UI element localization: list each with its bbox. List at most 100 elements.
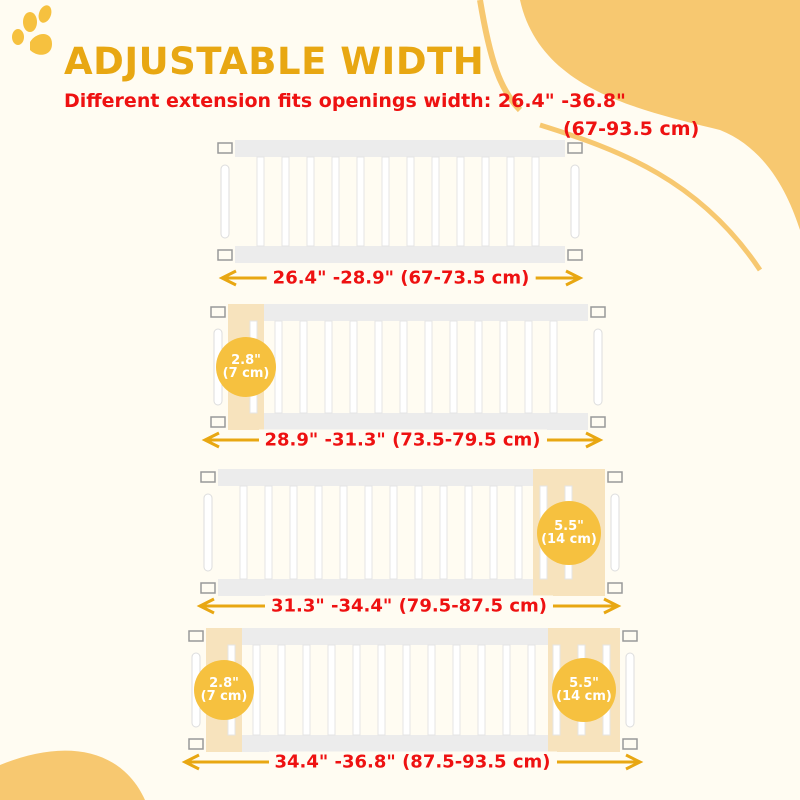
pressure-mount [217,142,233,154]
gate-bar [264,485,273,580]
pressure-mount [590,306,606,318]
arrow-left-icon [201,431,220,449]
width-range-label: 31.3" -34.4" (79.5-87.5 cm) [264,595,554,617]
gate-bar [477,644,486,736]
arrow-right-icon [625,753,644,771]
pressure-mount [607,582,623,594]
gate-bar [489,485,498,580]
gate-bar [324,320,333,414]
wall-cup-pad [610,493,620,572]
extension-size-inches: 5.5" [554,518,584,534]
arrow-left-icon [218,269,237,287]
gate-bar [439,485,448,580]
width-range-label: 28.9" -31.3" (73.5-79.5 cm) [258,429,547,451]
paw-print-icon [12,5,52,55]
gate-bar [239,485,248,580]
gate-bar [499,320,508,414]
extension-size-cm: (7 cm) [222,366,270,381]
extension-size-cm: (7 cm) [200,689,248,704]
extension-size-badge: 5.5" (14 cm) [552,658,616,722]
arrow-right-icon [565,269,584,287]
top-right-blob [520,0,800,230]
gate-bar [456,156,465,247]
pressure-mount [217,249,233,261]
gate-bar [327,644,336,736]
gate-bar [277,644,286,736]
gate-bar [306,156,315,247]
pressure-mount [607,471,623,483]
wall-cup-pad [220,164,230,239]
extension-size-cm: (14 cm) [541,531,597,547]
gate-bar [331,156,340,247]
gate-bar [464,485,473,580]
pressure-mount [188,630,204,642]
gate-bar [364,485,373,580]
extension-size-cm: (14 cm) [556,689,612,704]
bottom-rail [218,579,533,596]
swoosh-line [539,122,763,272]
gate-bar [549,320,558,414]
top-rail [235,140,565,157]
subtitle-metric: (67-93.5 cm) [563,118,700,140]
gate-bar [531,156,540,247]
subtitle: Different extension fits openings width:… [64,90,626,112]
pressure-mount [567,142,583,154]
gate-bar [514,485,523,580]
width-range-label: 34.4" -36.8" (87.5-93.5 cm) [268,751,557,773]
gate-bar [452,644,461,736]
pressure-mount [567,249,583,261]
wall-cup-pad [570,164,580,239]
gate-bar [256,156,265,247]
gate-bar [274,320,283,414]
gate-bar [527,644,536,736]
gate-bar [377,644,386,736]
gate-bar [349,320,358,414]
gate-bar [524,320,533,414]
arrow-left-icon [181,753,200,771]
arrow-right-icon [603,597,622,615]
bottom-rail [242,735,548,752]
pressure-mount [210,416,226,428]
gate-bar [506,156,515,247]
gate-bar [502,644,511,736]
gate-bar [339,485,348,580]
pressure-mount [622,630,638,642]
gate-bar [481,156,490,247]
gate-bar [302,644,311,736]
pressure-mount [622,738,638,750]
extension-size-badge: 2.8" (7 cm) [194,660,254,720]
top-rail [218,469,533,486]
wall-cup-pad [625,652,635,728]
gate-bar [252,644,261,736]
gate-bar [402,644,411,736]
extension-size-inches: 2.8" [231,353,261,368]
pressure-mount [590,416,606,428]
pressure-mount [200,582,216,594]
gate-bar [431,156,440,247]
bottom-rail [264,413,588,430]
gate-bar [406,156,415,247]
gate-bar [399,320,408,414]
gate [217,140,584,287]
gate-bar [414,485,423,580]
gate-bar [352,644,361,736]
pressure-mount [200,471,216,483]
arrow-right-icon [585,431,604,449]
gate-bar [356,156,365,247]
top-rail [264,304,588,321]
wall-cup-pad [203,493,213,572]
page-title: ADJUSTABLE WIDTH [64,40,485,83]
arrow-left-icon [196,597,215,615]
wall-cup-pad [593,328,603,406]
top-rail [242,628,548,645]
gate-bar [299,320,308,414]
gate-bar [427,644,436,736]
extension-size-badge: 2.8" (7 cm) [216,337,276,397]
pressure-mount [188,738,204,750]
extension-size-inches: 5.5" [569,676,599,691]
gate-bar [474,320,483,414]
gate-bar [314,485,323,580]
bottom-left-blob [0,750,145,800]
